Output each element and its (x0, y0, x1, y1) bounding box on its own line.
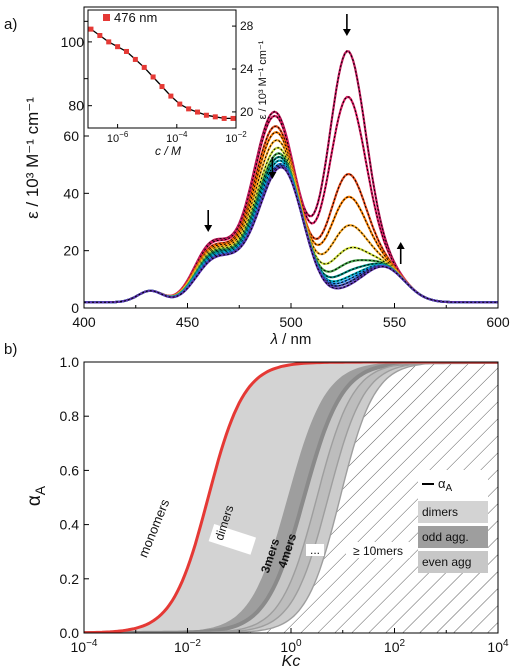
legend-even-swatch (418, 551, 488, 573)
spectra-x-tick-label: 600 (486, 314, 510, 330)
region-label-ellipsis-box (306, 544, 324, 556)
spectra-y-tick-label: 40 (63, 185, 79, 201)
spectra-x-tick-label: 400 (72, 314, 96, 330)
inset-frame (87, 9, 237, 129)
fraction-y-ticks: 0.0 0.2 0.4 0.6 0.8 1.0 (60, 354, 89, 641)
fraction-legend: αA dimers odd agg. even agg (418, 470, 488, 573)
region-fill-3mers (84, 362, 498, 633)
inset-right-y-label: ε / 10³ M⁻¹ cm⁻¹ (257, 40, 269, 119)
panel-b-label: b) (4, 341, 17, 358)
region-label-10mers-box (346, 542, 410, 558)
fraction-y-tick-label: 1.0 (60, 354, 80, 370)
inset-data-point (203, 112, 209, 118)
spectra-x-tick-label: 500 (279, 314, 303, 330)
inset-data-point (150, 74, 156, 80)
inset-data-point (159, 84, 165, 90)
region-label-10mers: ≥ 10mers (353, 544, 403, 558)
arrow-head-553 (396, 242, 405, 249)
inset-x-tick-label: 10−6 (107, 130, 129, 145)
legend-dimers-label: dimers (422, 505, 458, 519)
spectrum-fit-11 (84, 165, 498, 303)
inset-data-point (230, 115, 236, 121)
spectra-y-label: ε / 10³ M⁻¹ cm⁻¹ (23, 97, 42, 219)
inset-right-tick-label: 24 (240, 62, 254, 76)
region-fill-4mers (84, 362, 498, 633)
spectra-panel: a) 400 450 500 550 600 0 20 40 60 λ / nm ε / 10… (4, 6, 510, 348)
inset-legend-label: 476 nm (114, 10, 157, 25)
spectra-x-tick-label: 550 (383, 314, 407, 330)
legend-odd-swatch (418, 526, 488, 548)
boundary-curve-10mers (84, 362, 498, 633)
fraction-y-tick-label: 0.0 (60, 625, 80, 641)
spectra-x-ticks: 400 450 500 550 600 (72, 303, 510, 330)
spectrum-line-11 (84, 164, 498, 304)
inset-data-point (186, 106, 192, 112)
spectrum-fit-10 (84, 163, 498, 303)
inset-data-point (141, 64, 147, 70)
fraction-x-tick-label: 102 (384, 638, 406, 655)
fraction-y-tick-label: 0.4 (60, 517, 80, 533)
inset-data-point (221, 115, 227, 121)
fraction-x-tick-label: 10−2 (174, 638, 201, 655)
spectra-x-tick-label: 450 (176, 314, 200, 330)
inset-data-point (195, 109, 201, 115)
region-label-dimers-box (208, 524, 257, 555)
spectra-y-tick-label: 60 (63, 128, 79, 144)
inset-legend-marker (103, 14, 110, 21)
spectra-y-tick-label: 20 (63, 243, 79, 259)
inset-right-tick-label: 28 (240, 19, 254, 33)
inset-plot: 10−6 10−4 10−2 80 100 20 24 28 476 nm c / M ε /… (61, 9, 269, 158)
spectra-y-ticks: 0 20 40 60 (63, 20, 89, 316)
inset-content: 10−6 10−4 10−2 80 100 20 24 28 (61, 19, 254, 145)
inset-right-tick-label: 20 (240, 105, 254, 119)
fraction-x-label: Kc (282, 653, 301, 670)
panel-a-label: a) (4, 16, 17, 33)
inset-data-point (97, 33, 103, 39)
arrow-head-460 (204, 225, 213, 232)
spectrum-line-5 (84, 138, 498, 304)
arrow-head-527 (342, 29, 351, 36)
fraction-y-tick-label: 0.6 (60, 462, 80, 478)
spectra-x-label: λ / nm (270, 331, 312, 348)
inset-data-point (106, 39, 112, 45)
region-label-monomers: monomers (135, 497, 172, 560)
inset-x-tick-label: 10−2 (225, 130, 247, 145)
inset-left-tick-label: 100 (61, 34, 85, 50)
inset-data-point (115, 44, 121, 50)
inset-data-point (88, 26, 94, 32)
spectra-arrows (204, 14, 405, 264)
spectra-series-group (84, 50, 498, 304)
inset-data-point (212, 114, 218, 120)
spectrum-line-10 (84, 162, 498, 304)
region-label-ellipsis: ... (310, 543, 320, 557)
inset-data-point (177, 101, 183, 107)
legend-dimers-swatch (418, 501, 488, 523)
inset-x-tick-label: 10−4 (166, 130, 188, 145)
fraction-y-label: αA (24, 485, 48, 506)
spectrum-line-12 (84, 166, 498, 304)
spectrum-fit-12 (84, 166, 498, 303)
fraction-y-tick-label: 0.2 (60, 571, 80, 587)
legend-alpha-label: αA (438, 476, 453, 494)
legend-odd-label: odd agg. (422, 530, 469, 544)
fraction-panel: b) 10−4 10−2 100 102 104 0.00.20.40.60.81.0 … (4, 341, 509, 670)
inset-data-point (168, 93, 174, 99)
alpha-curve (84, 362, 498, 633)
region-hatch-10mers (84, 362, 498, 633)
inset-left-tick-label: 80 (68, 98, 84, 114)
legend-even-label: even agg (422, 555, 471, 569)
spectra-y-tick-label: 0 (71, 300, 79, 316)
arrow-head-491 (268, 172, 277, 179)
inset-x-label: c / M (155, 144, 181, 158)
inset-data-point (132, 56, 138, 62)
fraction-y-tick-label: 0.8 (60, 408, 80, 424)
fraction-x-tick-label: 104 (487, 638, 509, 655)
region-fill-dimers (84, 362, 498, 633)
inset-data-point (123, 48, 129, 54)
